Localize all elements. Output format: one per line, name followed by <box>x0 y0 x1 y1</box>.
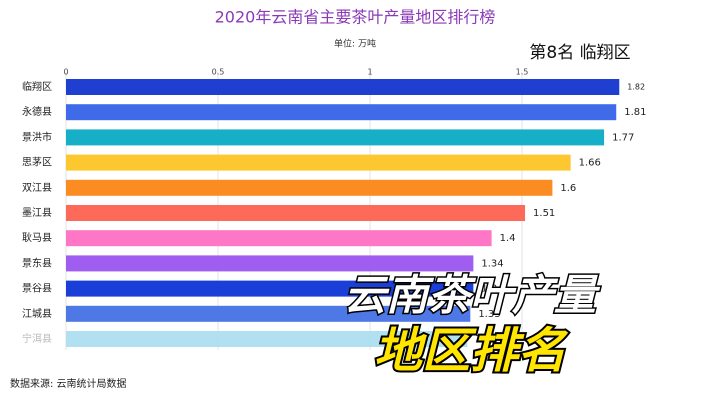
bar <box>66 255 474 272</box>
bar <box>66 154 571 171</box>
bar <box>66 179 553 196</box>
bar <box>66 230 492 247</box>
value-label: 1.33 <box>478 309 500 320</box>
category-label: 墨江县 <box>22 207 52 219</box>
category-label: 临翔区 <box>22 80 52 93</box>
category-label: 永德县 <box>22 105 52 118</box>
category-label: 景谷县 <box>22 283 52 295</box>
value-label: 1.81 <box>624 107 646 118</box>
category-label: 江城县 <box>22 308 52 320</box>
plot: 0 0.5 1 1.5 临翔区 1.82 永德县 1.81 景洪市 1.77 思茅区 1.66 双江县 1… <box>22 68 647 350</box>
category-label: 耿马县 <box>22 231 52 244</box>
x-tick-label: 0 <box>63 68 68 77</box>
category-label: 思茅区 <box>22 157 52 169</box>
bar <box>66 79 620 95</box>
bar <box>66 205 526 221</box>
category-label: 双江县 <box>22 182 52 194</box>
bar <box>66 129 605 146</box>
bar <box>66 104 617 121</box>
value-label: 1.32 <box>475 334 497 345</box>
x-tick-label: 1 <box>367 68 372 77</box>
category-label: 景洪市 <box>22 130 52 143</box>
value-label: 1.66 <box>579 158 601 169</box>
source: 数据来源: 云南统计局数据 <box>10 377 127 390</box>
value-label: 1.34 <box>481 284 503 295</box>
value-label: 1.82 <box>627 83 645 92</box>
x-tick-label: 1.5 <box>516 68 529 77</box>
overlay-line2: 地区排名 <box>374 323 569 379</box>
rank-label: 第8名 临翔区 <box>529 43 630 63</box>
overlay-line1: 云南茶叶产量 <box>344 271 601 320</box>
bar <box>66 280 474 297</box>
value-label: 1.51 <box>533 208 555 219</box>
value-label: 1.6 <box>560 183 576 194</box>
value-label: 1.77 <box>612 132 634 143</box>
category-label: 景东县 <box>22 256 52 269</box>
bar <box>66 305 471 322</box>
subtitle: 单位: 万吨 <box>334 38 376 50</box>
bar <box>66 331 468 347</box>
category-label: 宁洱县 <box>22 332 52 345</box>
x-tick-label: 0.5 <box>212 68 225 77</box>
value-label: 1.4 <box>500 233 516 244</box>
value-label: 1.34 <box>481 258 503 269</box>
chart-title: 2020年云南省主要茶叶产量地区排行榜 <box>215 8 496 27</box>
